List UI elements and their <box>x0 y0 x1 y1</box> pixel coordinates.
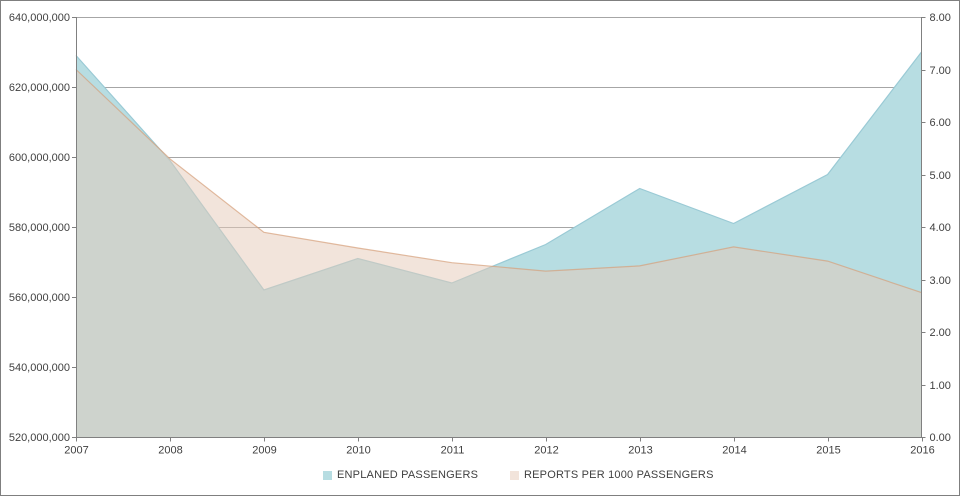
x-axis-label: 2014 <box>722 445 746 457</box>
y-axis-right-label: 1.00 <box>930 380 951 392</box>
y-axis-right-label: 8.00 <box>930 12 951 24</box>
y-axis-left-label: 600,000,000 <box>9 152 70 164</box>
x-axis-label: 2007 <box>64 445 88 457</box>
y-axis-left-label: 560,000,000 <box>9 292 70 304</box>
legend: ENPLANED PASSENGERS REPORTS PER 1000 PAS… <box>1 468 959 484</box>
y-axis-right-label: 5.00 <box>930 170 951 182</box>
x-axis-label: 2016 <box>910 445 934 457</box>
x-axis-label: 2013 <box>628 445 652 457</box>
y-axis-left-label: 580,000,000 <box>9 222 70 234</box>
x-axis-label: 2010 <box>346 445 370 457</box>
legend-swatch-enplaned-icon <box>323 470 332 480</box>
legend-label: REPORTS PER 1000 PASSENGERS <box>524 469 714 481</box>
legend-label: ENPLANED PASSENGERS <box>337 469 479 481</box>
y-axis-right-label: 3.00 <box>930 275 951 287</box>
legend-item-reports-per-1000[interactable]: REPORTS PER 1000 PASSENGERS <box>510 468 714 482</box>
x-axis-label: 2012 <box>534 445 558 457</box>
legend-item-enplaned-passengers[interactable]: ENPLANED PASSENGERS <box>323 468 478 482</box>
y-axis-left-label: 640,000,000 <box>9 12 70 24</box>
y-axis-left-label: 520,000,000 <box>9 432 70 444</box>
y-axis-right-label: 0.00 <box>930 432 951 444</box>
y-axis-right-label: 4.00 <box>930 222 951 234</box>
y-axis-right-label: 2.00 <box>930 327 951 339</box>
x-axis-label: 2011 <box>441 445 465 457</box>
y-axis-left-label: 620,000,000 <box>9 82 70 94</box>
y-axis-right-label: 7.00 <box>930 65 951 77</box>
x-axis-label: 2008 <box>158 445 182 457</box>
x-axis-label: 2015 <box>816 445 840 457</box>
series-area-reports[interactable] <box>76 69 922 438</box>
y-axis-right-label: 6.00 <box>930 117 951 129</box>
series-edge-reports <box>75 69 922 294</box>
x-axis-label: 2009 <box>252 445 276 457</box>
y-axis-left-label: 540,000,000 <box>9 362 70 374</box>
legend-swatch-reports-icon <box>510 470 519 480</box>
